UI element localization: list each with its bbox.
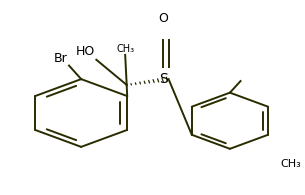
Text: HO: HO — [76, 45, 95, 58]
Text: CH₃: CH₃ — [116, 44, 134, 54]
Text: S: S — [159, 72, 167, 86]
Text: Br: Br — [54, 52, 67, 65]
Text: CH₃: CH₃ — [280, 159, 301, 169]
Text: O: O — [158, 12, 168, 25]
